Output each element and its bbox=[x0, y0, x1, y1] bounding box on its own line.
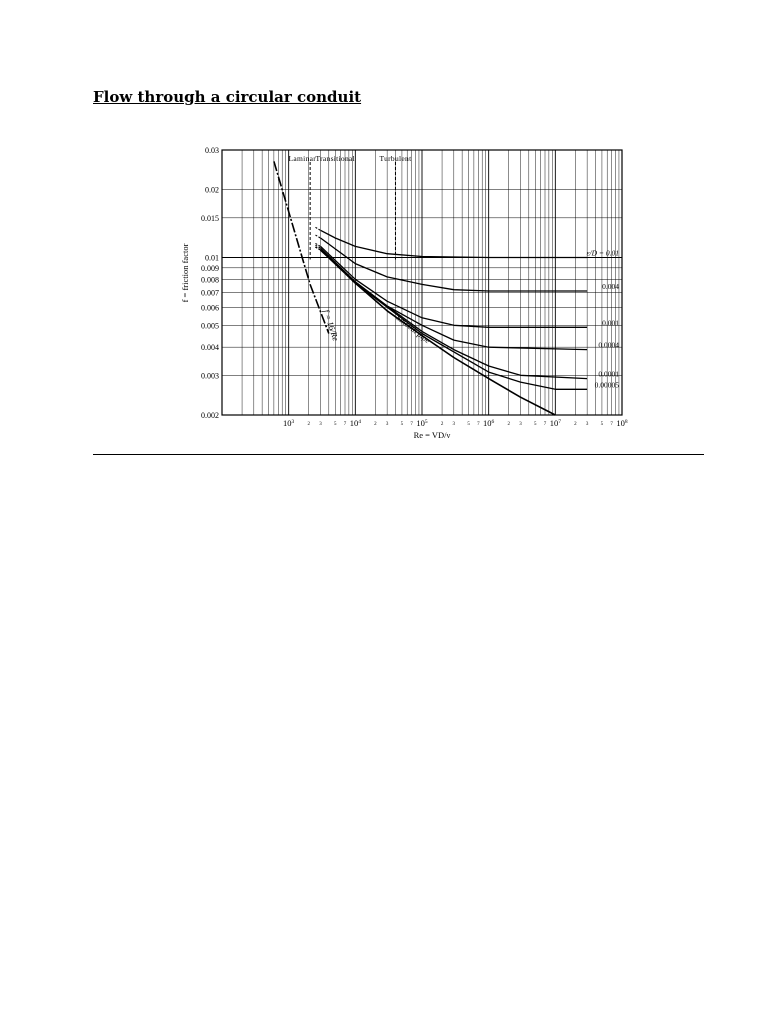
y-tick-label: 0.006 bbox=[201, 303, 219, 312]
x-tick-label: 106 bbox=[483, 418, 495, 428]
curve-label-roughness: 0.00005 bbox=[595, 380, 620, 389]
curves bbox=[273, 161, 588, 416]
curve-label-roughness: 0.0001 bbox=[598, 370, 619, 379]
y-axis-label: f = friction factor bbox=[180, 243, 190, 302]
curve-label-smooth-pipe: Smooth pipe bbox=[394, 313, 432, 345]
y-tick-label: 0.003 bbox=[201, 371, 219, 380]
x-minor-tick-label: 7 bbox=[544, 422, 547, 427]
y-tick-label: 0.007 bbox=[201, 288, 219, 297]
x-minor-tick-label: 2 bbox=[574, 422, 577, 427]
x-tick-exponent: 6 bbox=[492, 419, 495, 425]
horizontal-divider bbox=[93, 454, 704, 455]
region-labels: Laminar Transitional Turbulent bbox=[289, 154, 412, 163]
x-tick-label: 105 bbox=[416, 418, 428, 428]
curve-transition-dash bbox=[315, 242, 321, 247]
y-tick-label: 0.008 bbox=[201, 275, 219, 284]
curve-label-roughness: 0.004 bbox=[602, 282, 619, 291]
plot-frame bbox=[221, 149, 623, 416]
region-boundaries bbox=[309, 162, 396, 260]
x-tick-label: 104 bbox=[350, 418, 362, 428]
x-minor-tick-label: 3 bbox=[453, 422, 456, 427]
y-tick-label: 0.005 bbox=[201, 321, 219, 330]
curve-label-roughness: 0.001 bbox=[602, 318, 619, 327]
curve-rough-0.0004 bbox=[320, 247, 588, 351]
y-tick-label: 0.02 bbox=[205, 186, 219, 195]
x-minor-tick-label: 2 bbox=[441, 422, 444, 427]
y-tick-label: 0.004 bbox=[201, 343, 219, 352]
x-tick-exponent: 7 bbox=[558, 419, 561, 425]
y-tick-label: 0.015 bbox=[201, 214, 219, 223]
x-minor-tick-label: 5 bbox=[334, 422, 337, 427]
y-tick-label: 0.01 bbox=[205, 254, 219, 263]
region-label: Transitional bbox=[315, 154, 355, 163]
region-label: Turbulent bbox=[379, 154, 412, 163]
curve-transition-dash bbox=[315, 226, 321, 231]
y-tick-label: 0.03 bbox=[205, 146, 219, 155]
x-minor-tick-label: 7 bbox=[344, 422, 347, 427]
x-minor-tick-label: 2 bbox=[374, 422, 377, 427]
x-minor-tick-label: 2 bbox=[507, 422, 510, 427]
plot-border bbox=[221, 149, 623, 416]
curve-transition-dash bbox=[315, 234, 321, 239]
x-tick-label: 103 bbox=[283, 418, 295, 428]
curve-rough-0.001 bbox=[320, 245, 588, 328]
x-tick-exponent: 5 bbox=[425, 419, 428, 425]
x-tick-exponent: 8 bbox=[625, 419, 628, 425]
curve-transition-dash bbox=[315, 246, 321, 251]
x-minor-tick-label: 3 bbox=[319, 422, 322, 427]
x-minor-tick-label: 5 bbox=[534, 422, 537, 427]
x-minor-tick-label: 5 bbox=[401, 422, 404, 427]
curve-transition-dash bbox=[315, 244, 321, 249]
y-tick-label: 0.009 bbox=[201, 264, 219, 273]
grid bbox=[221, 149, 623, 416]
x-minor-tick-label: 2 bbox=[307, 422, 310, 427]
x-tick-exponent: 4 bbox=[358, 419, 361, 425]
x-minor-tick-label: 7 bbox=[410, 422, 413, 427]
y-tick-label: 0.002 bbox=[201, 411, 219, 420]
x-tick-labels: 103 104 105 106 107 108 2 3 5 7 2 3 5 7 2 3 5 7 2 3 5 7 2 3 5 7 bbox=[283, 418, 628, 428]
curve-rough-0.00005 bbox=[320, 249, 588, 390]
x-minor-tick-label: 5 bbox=[601, 422, 604, 427]
x-minor-tick-label: 3 bbox=[586, 422, 589, 427]
x-tick-exponent: 3 bbox=[292, 419, 295, 425]
region-label: Laminar bbox=[289, 154, 317, 163]
x-minor-tick-label: 5 bbox=[467, 422, 470, 427]
x-axis-label: Re = VD/ν bbox=[414, 430, 451, 440]
x-minor-tick-label: 7 bbox=[610, 422, 613, 427]
x-minor-tick-label: 7 bbox=[477, 422, 480, 427]
document-title: Flow through a circular conduit bbox=[93, 88, 362, 106]
x-tick-label: 108 bbox=[616, 418, 628, 428]
y-tick-labels: 0.002 0.003 0.004 0.005 0.006 0.007 0.008 0.009… bbox=[201, 146, 219, 420]
curve-rough-0.004 bbox=[320, 237, 588, 292]
x-minor-tick-label: 3 bbox=[386, 422, 389, 427]
curve-label-roughness: ε/D = 0.01 bbox=[587, 249, 619, 258]
moody-chart: 0.002 0.003 0.004 0.005 0.006 0.007 0.008 0.009… bbox=[180, 146, 628, 440]
curve-rough-0.01 bbox=[320, 229, 588, 259]
curve-laminar bbox=[273, 161, 330, 334]
x-minor-tick-label: 3 bbox=[519, 422, 522, 427]
curve-label-roughness: 0.0004 bbox=[598, 341, 619, 350]
x-tick-label: 107 bbox=[550, 418, 562, 428]
